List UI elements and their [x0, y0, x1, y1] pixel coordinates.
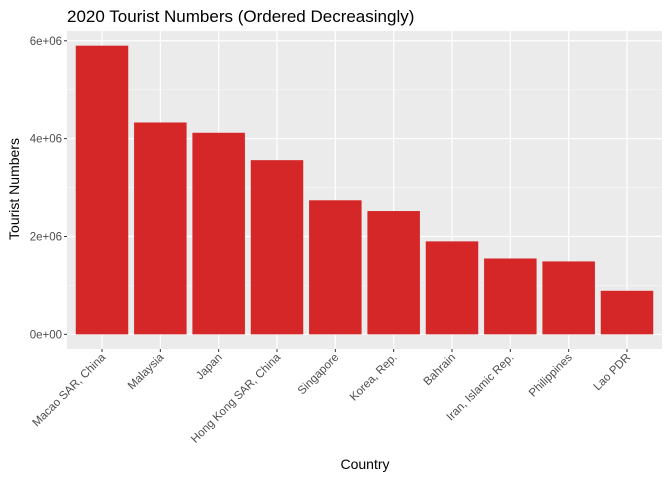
bar: [367, 211, 420, 335]
x-tick-label: Lao PDR: [592, 352, 633, 393]
bar: [192, 132, 245, 335]
bars: [75, 45, 654, 335]
bar: [250, 160, 304, 335]
x-tick-label: Korea, Rep.: [348, 352, 400, 404]
x-tick-label: Japan: [194, 352, 225, 383]
x-tick-label: Bahrain: [422, 352, 459, 389]
bar: [600, 290, 654, 335]
bar: [75, 45, 129, 335]
x-axis-title: Country: [340, 456, 389, 472]
y-axis-ticks: 0e+00 2e+06 4e+06 6e+06: [30, 36, 67, 341]
y-axis-title: Tourist Numbers: [6, 138, 22, 240]
bar: [484, 258, 537, 335]
y-tick-label: 2e+06: [30, 231, 62, 243]
x-tick-label: Philippines: [527, 351, 575, 399]
x-tick-label: Malaysia: [126, 351, 167, 392]
y-tick-label: 6e+06: [30, 36, 62, 48]
x-tick-label: Macao SAR, China: [30, 351, 108, 429]
chart-title: 2020 Tourist Numbers (Ordered Decreasing…: [67, 7, 414, 26]
bar: [134, 122, 187, 335]
bar: [542, 261, 595, 335]
bar: [309, 200, 362, 335]
bar: [425, 241, 479, 335]
x-tick-label: Singapore: [296, 352, 342, 398]
y-tick-label: 0e+00: [30, 329, 62, 341]
y-tick-label: 4e+06: [30, 134, 62, 146]
